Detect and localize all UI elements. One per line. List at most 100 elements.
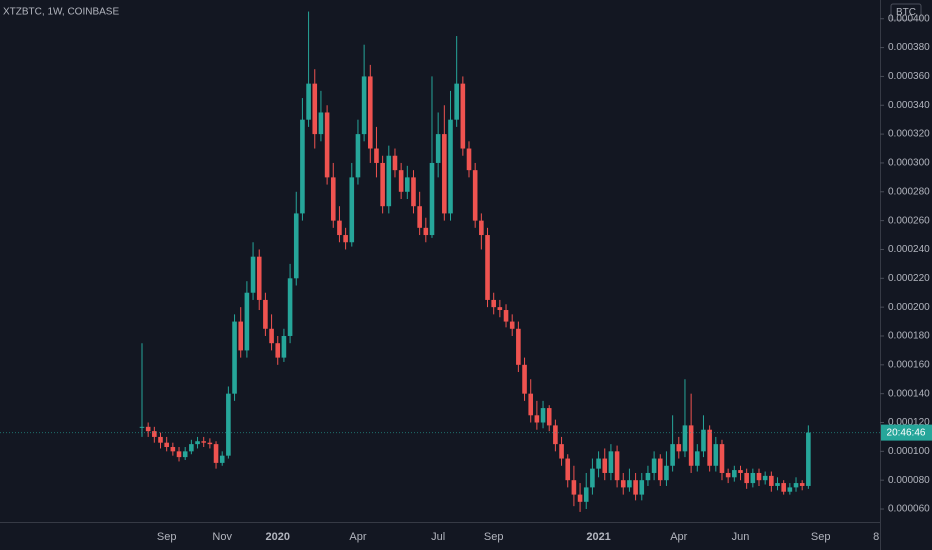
- y-tick-label: 0.000200: [888, 302, 930, 313]
- currency-box: [890, 3, 922, 21]
- y-tick-label: 0.000100: [888, 446, 930, 457]
- candle-body: [516, 328, 521, 365]
- candle-body: [713, 444, 719, 466]
- candle-body: [312, 83, 318, 135]
- candle-body: [201, 441, 206, 443]
- x-tick-label: Sep: [157, 531, 177, 543]
- candle-body: [411, 177, 416, 207]
- candle-body: [435, 134, 441, 163]
- candle-body: [701, 429, 706, 452]
- candle-body: [337, 220, 342, 236]
- candle-body: [195, 441, 200, 445]
- candle-body: [226, 393, 231, 456]
- candle-body: [639, 480, 645, 495]
- candle-body: [577, 494, 583, 502]
- candle-body: [627, 480, 632, 488]
- candle-body: [176, 451, 182, 458]
- candle-body: [590, 468, 595, 488]
- candle-body: [380, 162, 385, 207]
- candle-body: [756, 472, 762, 481]
- candle-body: [250, 256, 256, 293]
- candle-body: [256, 256, 262, 300]
- candle-body: [738, 470, 743, 473]
- y-tick-label: 0.000220: [888, 273, 930, 284]
- candle-body: [238, 321, 244, 351]
- candle-body: [732, 470, 737, 478]
- candle-body: [676, 444, 682, 452]
- x-tick-label: Jul: [431, 531, 445, 543]
- candle-body: [645, 472, 651, 481]
- candle-body: [423, 227, 429, 236]
- candle-body: [170, 447, 176, 452]
- candle-body: [781, 483, 786, 492]
- candle-body: [620, 480, 626, 488]
- candle-body: [232, 321, 237, 394]
- x-tick-label: Nov: [212, 531, 232, 543]
- candle-body: [806, 432, 811, 486]
- candle-body: [596, 458, 601, 469]
- candle-body: [442, 134, 447, 214]
- currency: BTC: [896, 7, 916, 18]
- candle-body: [355, 134, 361, 178]
- y-tick-label: 0.000380: [888, 42, 930, 53]
- candle-body: [688, 425, 694, 466]
- candle-body: [429, 162, 435, 236]
- candle-body: [571, 480, 577, 495]
- candle-body: [293, 213, 299, 279]
- candle-body: [614, 451, 620, 481]
- candle-body: [349, 177, 355, 243]
- candle-body: [559, 444, 564, 459]
- candle-body: [583, 487, 589, 502]
- candle-body: [207, 442, 213, 445]
- y-tick-label: 0.000160: [888, 359, 930, 370]
- candle-body: [491, 299, 496, 308]
- candle-body: [152, 431, 157, 437]
- candle-body: [479, 220, 484, 236]
- y-tick-label: 0.000280: [888, 186, 930, 197]
- candle-body: [633, 480, 638, 495]
- candle-body: [281, 335, 287, 358]
- candle-body: [769, 475, 774, 486]
- candle-body: [509, 321, 515, 329]
- candle-body: [374, 148, 379, 163]
- x-tick-label: Jun: [732, 531, 750, 543]
- candle-body: [707, 429, 712, 466]
- x-tick-label: 2020: [265, 531, 289, 543]
- y-tick-label: 0.000300: [888, 158, 930, 169]
- candle-body: [719, 444, 725, 473]
- candle-body: [343, 235, 348, 243]
- y-tick-label: 0.000120: [888, 417, 930, 428]
- candle-body: [485, 235, 490, 300]
- marks: [139, 11, 811, 512]
- candle-body: [324, 112, 330, 178]
- candle-body: [367, 76, 373, 149]
- candle-body: [682, 425, 688, 452]
- candle-body: [189, 444, 194, 452]
- candle-body: [164, 442, 169, 448]
- candle-body: [417, 206, 422, 228]
- candle-body: [361, 76, 367, 135]
- candle-body: [793, 483, 799, 488]
- candle-body: [775, 483, 780, 486]
- candle-body: [244, 292, 250, 351]
- y-tick-label: 0.000320: [888, 129, 930, 140]
- candle-body: [318, 112, 324, 135]
- candle-body: [460, 83, 466, 149]
- candle-body: [300, 119, 305, 214]
- candle-body: [651, 458, 657, 473]
- y-tick-label: 0.000400: [888, 13, 930, 24]
- candle-body: [392, 155, 398, 171]
- candle-body: [405, 177, 410, 192]
- candle-body: [182, 451, 188, 458]
- candle-body: [522, 364, 527, 394]
- candle-body: [386, 155, 392, 207]
- candle-body: [799, 483, 805, 486]
- chart-title: XTZBTC, 1W, COINBASE: [3, 7, 119, 18]
- candle-body: [213, 444, 219, 463]
- candle-body: [139, 426, 145, 428]
- candle-body: [466, 148, 472, 171]
- y-tick-label: 0.000240: [888, 244, 930, 255]
- y-tick-label: 0.000180: [888, 331, 930, 342]
- candle-body: [750, 472, 756, 484]
